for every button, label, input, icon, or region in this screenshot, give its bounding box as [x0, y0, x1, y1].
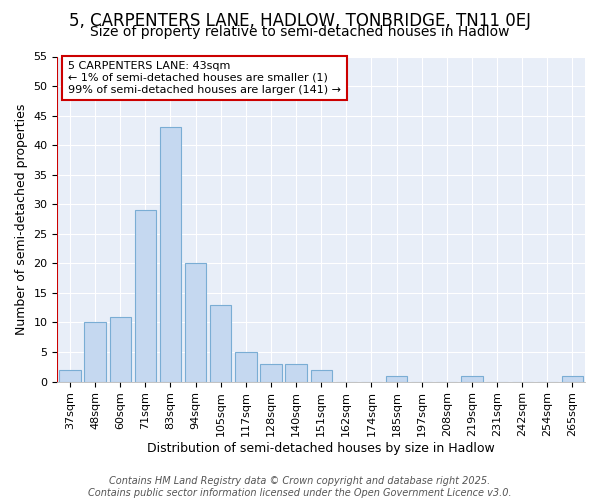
Bar	[160, 128, 181, 382]
Text: Contains HM Land Registry data © Crown copyright and database right 2025.
Contai: Contains HM Land Registry data © Crown c…	[88, 476, 512, 498]
Bar	[110, 316, 131, 382]
Bar	[461, 376, 482, 382]
Text: 5 CARPENTERS LANE: 43sqm
← 1% of semi-detached houses are smaller (1)
99% of sem: 5 CARPENTERS LANE: 43sqm ← 1% of semi-de…	[68, 62, 341, 94]
Bar	[286, 364, 307, 382]
Bar	[562, 376, 583, 382]
Bar	[185, 264, 206, 382]
Bar	[386, 376, 407, 382]
X-axis label: Distribution of semi-detached houses by size in Hadlow: Distribution of semi-detached houses by …	[148, 442, 495, 455]
Bar	[235, 352, 257, 382]
Bar	[210, 305, 232, 382]
Bar	[260, 364, 281, 382]
Bar	[311, 370, 332, 382]
Text: Size of property relative to semi-detached houses in Hadlow: Size of property relative to semi-detach…	[90, 25, 510, 39]
Bar	[59, 370, 80, 382]
Y-axis label: Number of semi-detached properties: Number of semi-detached properties	[15, 104, 28, 334]
Bar	[85, 322, 106, 382]
Bar	[134, 210, 156, 382]
Text: 5, CARPENTERS LANE, HADLOW, TONBRIDGE, TN11 0EJ: 5, CARPENTERS LANE, HADLOW, TONBRIDGE, T…	[69, 12, 531, 30]
